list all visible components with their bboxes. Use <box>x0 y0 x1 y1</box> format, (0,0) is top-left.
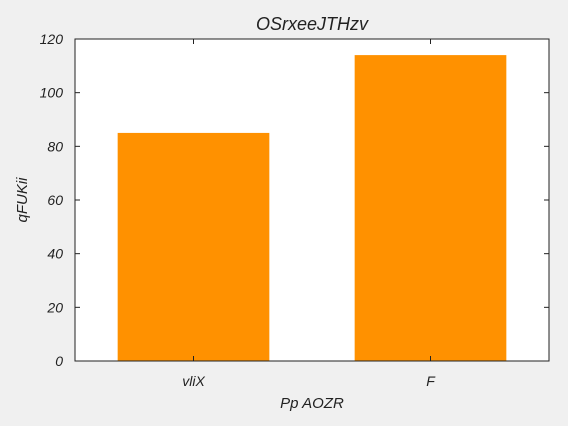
y-axis: 0 20 40 60 80 100 120 <box>40 31 549 369</box>
bars-group <box>117 55 507 361</box>
x-axis: vliX F <box>182 39 436 389</box>
y-tick-label-100: 100 <box>40 85 64 101</box>
bar-F <box>354 55 507 361</box>
bar-vliX <box>117 132 270 361</box>
y-tick-label-20: 20 <box>46 299 63 315</box>
y-tick-label-40: 40 <box>47 246 63 262</box>
x-tick-label-F: F <box>426 373 436 389</box>
y-tick-label-0: 0 <box>55 353 63 369</box>
x-axis-label: Pp AOZR <box>280 395 344 412</box>
x-tick-label-vliX: vliX <box>182 373 205 389</box>
y-axis-label: qFUKii <box>14 177 31 223</box>
y-tick-label-60: 60 <box>47 192 63 208</box>
y-tick-label-120: 120 <box>40 31 64 47</box>
chart-title: OSrxeeJTHzv <box>256 14 369 34</box>
y-tick-label-80: 80 <box>47 138 63 154</box>
